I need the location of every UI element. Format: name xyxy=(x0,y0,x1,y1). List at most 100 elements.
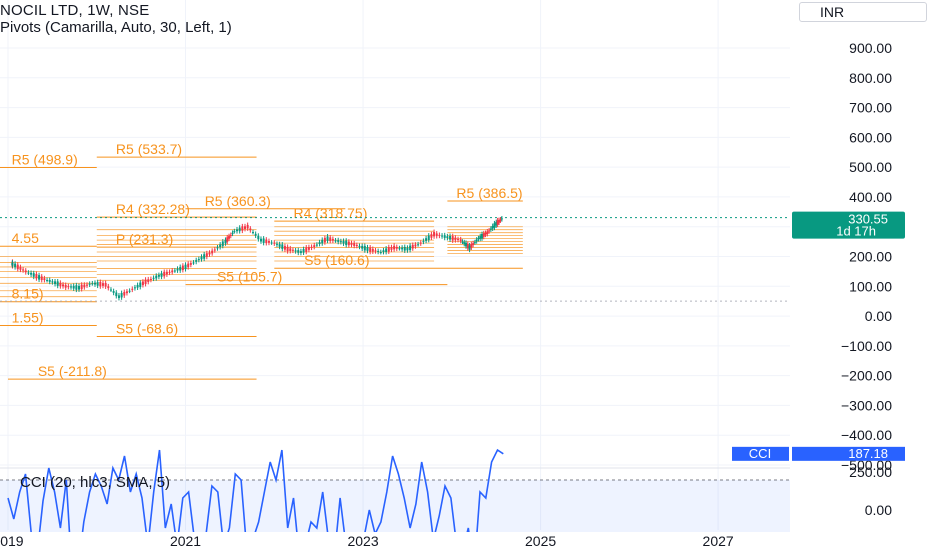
candle-body xyxy=(347,241,350,246)
candle-body xyxy=(297,250,300,253)
candle-body xyxy=(425,238,428,241)
price-tick-label: 100.00 xyxy=(849,278,892,294)
candle-body xyxy=(189,263,192,265)
currency-button[interactable]: INR xyxy=(799,2,927,22)
candle-body xyxy=(231,232,234,234)
candle-body xyxy=(64,284,67,288)
candle-body xyxy=(294,250,297,252)
candle-body xyxy=(323,237,326,243)
candle-body xyxy=(310,246,313,248)
pivot-label: R5 (533.7) xyxy=(116,141,182,157)
candle-body xyxy=(484,232,487,235)
candle-body xyxy=(128,290,131,292)
candle-body xyxy=(345,240,348,246)
price-tick-label: 200.00 xyxy=(849,249,892,265)
pivot-label: 1.55) xyxy=(12,309,44,325)
symbol-title[interactable]: NOCIL LTD, 1W, NSE xyxy=(0,2,150,19)
price-tick-label: −500.00 xyxy=(841,457,892,473)
candle-body xyxy=(454,237,457,241)
price-tick-label: −200.00 xyxy=(841,368,892,384)
cci-indicator-title[interactable]: CCI (20, hlc3, SMA, 5) xyxy=(20,474,171,491)
candle-body xyxy=(27,272,30,274)
candle-body xyxy=(211,250,214,254)
candle-body xyxy=(254,233,257,236)
candle-body xyxy=(236,229,239,232)
candle-body xyxy=(482,233,485,237)
candle-body xyxy=(475,239,478,242)
price-tick-label: −100.00 xyxy=(841,338,892,354)
candle-body xyxy=(305,247,308,252)
candle-body xyxy=(99,281,102,287)
candle-body xyxy=(93,282,96,285)
candle-body xyxy=(224,239,227,244)
candle-body xyxy=(465,242,468,247)
candle-body xyxy=(441,235,444,237)
candle-body xyxy=(48,280,51,282)
candle-body xyxy=(152,277,155,279)
candle-body xyxy=(406,247,409,251)
candle-body xyxy=(80,284,83,290)
pivot-label: R5 (360.3) xyxy=(205,193,271,209)
pivots-indicator-title[interactable]: Pivots (Camarilla, Auto, 30, Left, 1) xyxy=(0,19,232,36)
candle-body xyxy=(238,227,241,232)
candle-body xyxy=(149,278,152,280)
candle-body xyxy=(104,283,107,287)
candle-body xyxy=(433,231,436,237)
candle-body xyxy=(233,231,236,233)
candle-body xyxy=(229,234,232,236)
candle-body xyxy=(355,245,358,247)
candle-body xyxy=(329,237,332,242)
price-tick-label: 500.00 xyxy=(849,159,892,175)
candle-body xyxy=(419,242,422,244)
price-tick-label: −300.00 xyxy=(841,397,892,413)
candle-body xyxy=(75,285,78,290)
candle-body xyxy=(197,259,200,261)
candle-body xyxy=(374,250,377,252)
candle-body xyxy=(147,279,150,282)
axis-background xyxy=(790,28,932,550)
cci-tick-label: 0.00 xyxy=(865,502,892,518)
candle-body xyxy=(176,268,179,271)
candle-body xyxy=(112,291,115,293)
bar-countdown: 1d 17h xyxy=(836,224,876,239)
cci-name-badge xyxy=(732,446,789,461)
pivot-label: S5 (160.6) xyxy=(304,252,369,268)
candle-body xyxy=(184,264,187,270)
candle-body xyxy=(40,276,43,281)
candle-body xyxy=(246,224,249,229)
candle-body xyxy=(411,244,414,249)
candle-body xyxy=(59,282,62,287)
candle-body xyxy=(181,265,184,271)
candle-body xyxy=(265,239,268,244)
candle-body xyxy=(257,235,260,240)
candle-body xyxy=(398,248,401,250)
candle-body xyxy=(387,247,390,252)
candle-body xyxy=(107,286,110,289)
candle-body xyxy=(318,242,321,244)
candle-body xyxy=(377,250,380,252)
candle-body xyxy=(457,239,460,241)
pivot-label: S5 (-68.6) xyxy=(116,321,178,337)
pivot-label: S5 (105.7) xyxy=(217,269,282,285)
candle-body xyxy=(302,249,305,253)
last-price-value: 330.55 xyxy=(848,212,888,227)
candle-body xyxy=(315,244,318,246)
candle-body xyxy=(331,238,334,241)
candle-body xyxy=(125,291,128,294)
price-tick-label: 700.00 xyxy=(849,100,892,116)
candle-body xyxy=(32,273,35,277)
candle-body xyxy=(200,256,203,260)
candle-body xyxy=(358,245,361,247)
candle-body xyxy=(495,221,498,226)
candle-body xyxy=(83,284,86,288)
price-tick-label: 800.00 xyxy=(849,70,892,86)
candle-body xyxy=(267,241,270,243)
candle-body xyxy=(168,271,171,273)
time-axis: 2019 2021 2023 2025 2027 xyxy=(0,532,932,550)
year-tick-label: 2021 xyxy=(170,533,201,549)
candle-body xyxy=(481,234,483,239)
candle-body xyxy=(430,234,433,238)
pivot-label: R4 (318.75) xyxy=(293,205,367,221)
candle-body xyxy=(259,238,262,242)
